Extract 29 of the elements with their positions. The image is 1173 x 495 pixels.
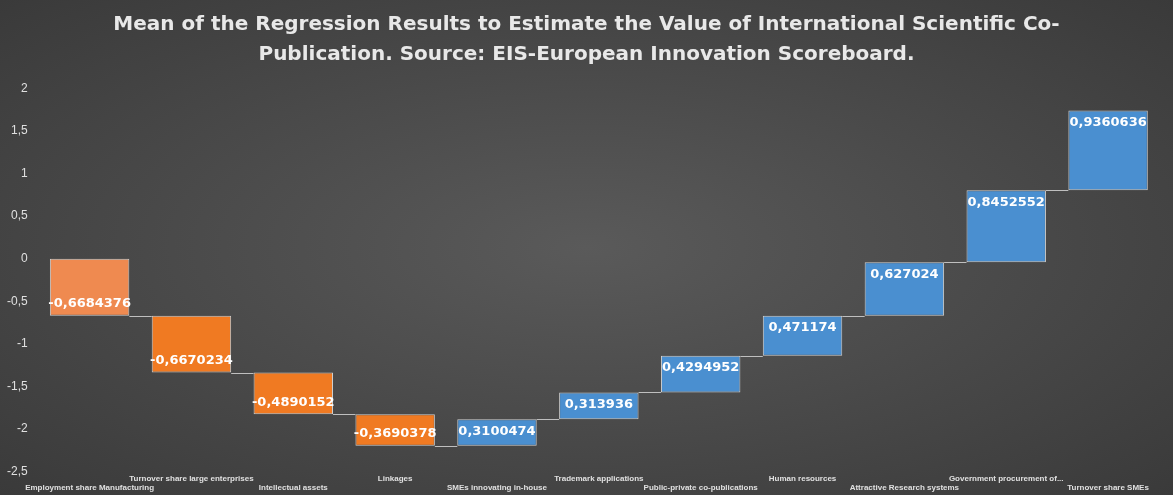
y-tick-label: 1,5 bbox=[10, 123, 28, 138]
x-tick-label: Turnover share large enterprises bbox=[129, 473, 255, 483]
x-tick-label: Employment share Manufacturing bbox=[25, 483, 155, 493]
x-tick-label: Attractive Research systems bbox=[849, 483, 960, 493]
y-tick-label: 0,5 bbox=[10, 208, 28, 223]
y-tick-label: 0 bbox=[20, 251, 28, 265]
x-tick-label: Trademark applications bbox=[554, 473, 645, 483]
y-tick-label: -1 bbox=[17, 336, 28, 351]
x-tick-label: Linkages bbox=[377, 473, 414, 483]
data-label: 0,471174 bbox=[768, 319, 837, 335]
x-tick-label: Human resources bbox=[768, 473, 837, 483]
data-label: 0,8452552 bbox=[967, 193, 1045, 209]
data-label: 0,313936 bbox=[564, 395, 633, 411]
x-tick-label: Government procurement of... bbox=[948, 473, 1064, 483]
data-label: 0,4294952 bbox=[662, 359, 740, 375]
x-tick-label: SMEs innovating in-house bbox=[446, 483, 548, 493]
x-tick-label: Public-private co-publications bbox=[643, 483, 759, 493]
data-label: 0,627024 bbox=[870, 265, 939, 281]
y-tick-label: -0,5 bbox=[6, 293, 28, 308]
y-tick-label: -1,5 bbox=[6, 378, 28, 393]
x-tick-label: Turnover share SMEs bbox=[1067, 483, 1150, 493]
y-tick-label: -2,5 bbox=[6, 464, 28, 479]
y-tick-label: -2 bbox=[17, 421, 28, 436]
x-tick-label: Intellectual assets bbox=[258, 483, 329, 493]
data-label: 0,9360636 bbox=[1069, 113, 1147, 129]
data-label: 0,3100474 bbox=[458, 422, 536, 438]
chart-title: Mean of the Regression Results to Estimate the Value of International Scientific Co-Publication. Source: EIS-European Innovation Scoreboard. bbox=[112, 10, 1061, 67]
y-tick-label: 2 bbox=[20, 80, 28, 95]
y-tick-label: 1 bbox=[20, 165, 28, 180]
